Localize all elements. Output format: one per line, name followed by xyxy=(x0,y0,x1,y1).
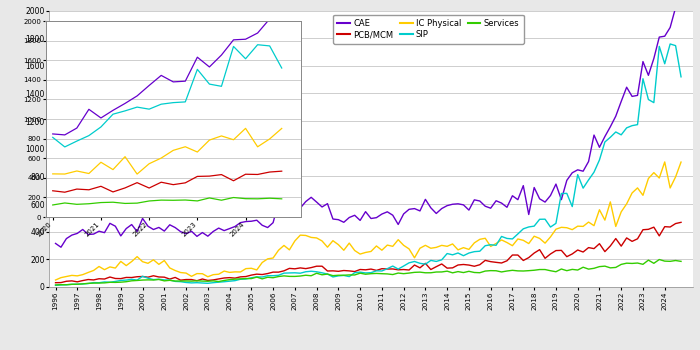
Services xyxy=(51,283,60,287)
Services xyxy=(557,267,566,271)
Line: CAE: CAE xyxy=(55,7,681,247)
PCB/MCM xyxy=(263,272,272,276)
SIP xyxy=(557,191,566,196)
Services xyxy=(655,257,664,261)
PCB/MCM xyxy=(432,265,440,269)
IC Physical xyxy=(557,225,566,229)
SIP xyxy=(470,250,479,254)
CAE xyxy=(563,178,571,182)
SIP xyxy=(573,173,582,177)
PCB/MCM xyxy=(628,239,636,244)
Services xyxy=(263,275,272,279)
IC Physical xyxy=(51,278,60,282)
SIP xyxy=(432,259,440,264)
IC Physical xyxy=(573,224,582,228)
Line: IC Physical: IC Physical xyxy=(55,162,681,280)
IC Physical xyxy=(677,160,685,164)
SIP xyxy=(628,124,636,128)
Services xyxy=(432,270,440,274)
SIP xyxy=(263,274,272,278)
Line: SIP: SIP xyxy=(55,44,681,285)
CAE xyxy=(51,241,60,246)
CAE xyxy=(634,93,642,98)
IC Physical xyxy=(263,257,272,261)
IC Physical xyxy=(432,245,440,250)
IC Physical xyxy=(661,160,669,164)
CAE xyxy=(579,169,587,173)
PCB/MCM xyxy=(557,248,566,252)
CAE xyxy=(57,245,65,249)
PCB/MCM xyxy=(470,264,479,268)
Services xyxy=(470,271,479,275)
SIP xyxy=(677,75,685,79)
Legend: CAE, PCB/MCM, IC Physical, SIP, Services: CAE, PCB/MCM, IC Physical, SIP, Services xyxy=(333,15,524,43)
SIP xyxy=(666,42,674,46)
IC Physical xyxy=(628,191,636,195)
CAE xyxy=(269,220,277,225)
IC Physical xyxy=(470,241,479,245)
PCB/MCM xyxy=(51,281,60,285)
Line: PCB/MCM: PCB/MCM xyxy=(55,222,681,283)
Line: Services: Services xyxy=(55,259,681,285)
SIP xyxy=(51,283,60,287)
PCB/MCM xyxy=(573,248,582,252)
Services xyxy=(628,261,636,266)
CAE xyxy=(475,199,484,203)
CAE xyxy=(677,5,685,9)
PCB/MCM xyxy=(677,220,685,224)
Services xyxy=(573,268,582,272)
Services xyxy=(677,259,685,264)
CAE xyxy=(438,206,446,211)
